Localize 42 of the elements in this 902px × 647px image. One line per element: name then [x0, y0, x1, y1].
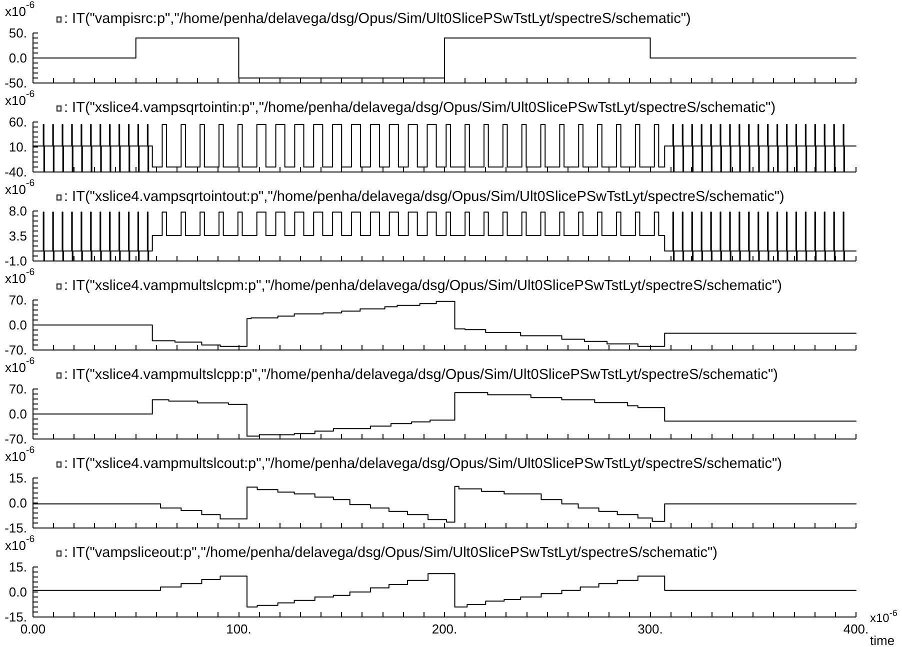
x-tick-label: 300. [638, 622, 663, 636]
y-tick-label: 70. [8, 292, 27, 308]
y-axis-title: x10$^{-6}$ [5, 0, 35, 18]
y-tick-label: 8.0 [8, 204, 27, 218]
y-axis-title: x10$^{-6}$ [5, 445, 35, 464]
y-tick-label: 0.0 [8, 406, 27, 422]
x-axis-title: time [870, 632, 895, 647]
y-tick-label: 10. [8, 140, 27, 154]
y-tick-label: -50. [4, 76, 27, 90]
y-tick-label: -15. [4, 520, 27, 536]
x-tick-label: 200. [432, 622, 458, 636]
y-tick-label: 3.5 [8, 228, 27, 244]
y-tick-label: -40. [4, 164, 27, 180]
y-tick-label: -70. [4, 432, 27, 446]
legend-label: : IT("xslice4.vampsqrtointin:p","/home/penha/delavega/dsg/Opus/Sim/Ult0SlicePSwTstLyt/spectreS/schematic") [64, 100, 776, 116]
x-tick-label: 400. [843, 622, 869, 636]
y-tick-label: -15. [4, 610, 27, 624]
y-tick-label: 0.0 [8, 496, 27, 510]
legend-label: : IT("xslice4.vampsqrtointout:p","/home/penha/delavega/dsg/Opus/Sim/Ult0SlicePSwTstLyt/spectreS/schematic") [64, 189, 784, 205]
y-axis-title: x10$^{-6}$ [5, 356, 35, 374]
x-tick-label: 0.00 [20, 622, 46, 636]
y-tick-label: 15. [8, 560, 27, 574]
y-tick-label: 60. [8, 114, 27, 130]
legend-label: : IT("vampisrc:p","/home/penha/delavega/dsg/Opus/Sim/Ult0SlicePSwTstLyt/spectreS/schematic") [64, 11, 691, 27]
y-axis-title: x10$^{-6}$ [5, 534, 35, 552]
text: x10$^{-6}$ [870, 608, 898, 625]
legend-label: : IT("xslice4.vampmultslcout:p","/home/penha/delavega/dsg/Opus/Sim/Ult0SlicePSwTstLyt/spectreS/schematic") [64, 456, 782, 472]
y-axis-title: x10$^{-6}$ [5, 267, 35, 286]
y-axis-title: x10$^{-6}$ [5, 178, 35, 196]
y-tick-label: 0.0 [8, 50, 27, 66]
x-tick-label: 100. [226, 622, 252, 636]
y-tick-label: 0.0 [8, 318, 27, 332]
y-tick-label: -1.0 [4, 254, 27, 268]
legend-label: : IT("xslice4.vampmultslcpm:p","/home/penha/delavega/dsg/Opus/Sim/Ult0SlicePSwTstLyt/spectreS/schematic") [64, 278, 782, 294]
legend-label: : IT("vampsliceout:p","/home/penha/delavega/dsg/Opus/Sim/Ult0SlicePSwTstLyt/spectreS/schematic") [64, 545, 718, 561]
y-tick-label: 0.0 [8, 584, 27, 600]
legend-label: : IT("xslice4.vampmultslcpp:p","/home/penha/delavega/dsg/Opus/Sim/Ult0SlicePSwTstLyt/spectreS/schematic") [64, 367, 778, 383]
y-tick-label: -70. [4, 342, 27, 358]
y-tick-label: 70. [8, 382, 27, 396]
y-tick-label: 50. [8, 26, 27, 40]
y-axis-title: x10$^{-6}$ [5, 89, 35, 108]
y-tick-label: 15. [8, 470, 27, 486]
